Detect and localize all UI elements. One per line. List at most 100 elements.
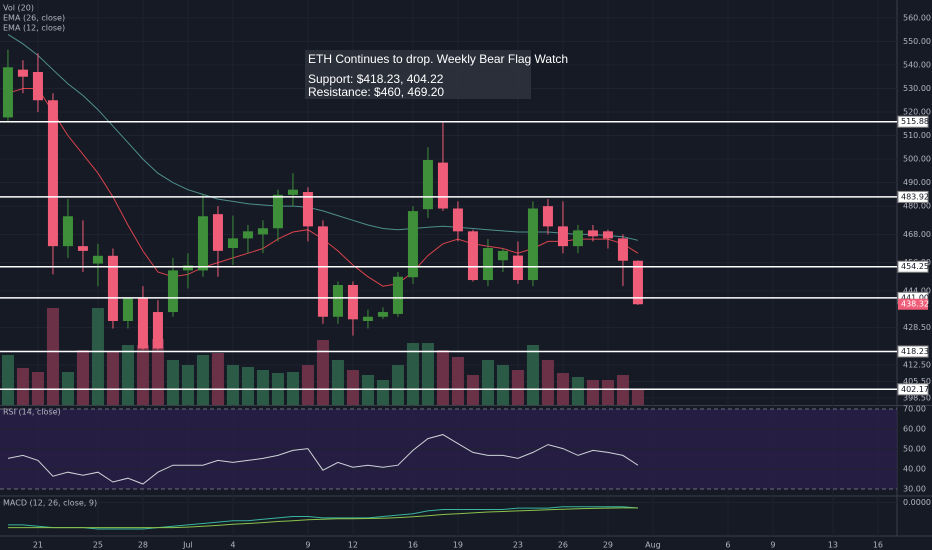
x-tick-label: Aug [645, 541, 661, 550]
x-tick-label: 16 [408, 541, 418, 550]
volume-bar [91, 308, 104, 405]
candle-body [242, 231, 253, 239]
y-tick-label: 510.00 [903, 131, 931, 140]
x-tick-label: 28 [138, 541, 148, 550]
y-tick-label: 550.00 [903, 37, 931, 46]
volume-bar [181, 365, 194, 405]
candle-body [182, 265, 193, 271]
level-label-box [897, 260, 929, 273]
volume-bar [1, 355, 14, 405]
candle-body [32, 72, 43, 101]
candle-body [212, 214, 223, 251]
last-price-label: 438.32 [901, 300, 929, 309]
volume-label: Vol (20) [3, 4, 34, 13]
volume-bar [106, 352, 119, 405]
x-tick-label: 21 [33, 541, 43, 550]
level-label: 418.23 [901, 347, 929, 356]
y-tick-label: 428.50 [903, 323, 931, 332]
volume-bar [256, 370, 269, 405]
volume-bar [496, 365, 509, 405]
y-tick-label: 500.00 [903, 155, 931, 164]
level-label: 402.17 [901, 385, 929, 394]
volume-bar [481, 360, 494, 405]
level-label-box [897, 190, 929, 203]
level-label: 483.92 [901, 192, 929, 201]
candle-body [482, 248, 493, 281]
x-tick-label: Jul [182, 541, 193, 550]
y-tick-label: 490.00 [903, 178, 931, 187]
volume-bar [541, 360, 554, 405]
x-tick-label: 9 [305, 541, 310, 550]
level-label: 454.25 [901, 262, 929, 271]
candle-body [467, 231, 478, 281]
candle-body [392, 276, 403, 314]
volume-bar [376, 380, 389, 405]
candle-body [17, 69, 28, 77]
candle-body [527, 208, 538, 281]
y-tick-label: 398.50 [903, 393, 931, 402]
level-label: 441.00 [901, 293, 929, 302]
volume-bar [526, 345, 539, 405]
volume-bar [76, 350, 89, 405]
candle-body [272, 194, 283, 229]
candle-body [317, 226, 328, 317]
annotation-title: ETH Continues to drop. Weekly Bear Flag … [308, 52, 568, 66]
volume-bar [601, 380, 614, 405]
volume-bar [406, 343, 419, 405]
candle-body [602, 231, 613, 239]
volume-bar [346, 370, 359, 405]
volume-bar [211, 353, 224, 405]
level-label-box [897, 345, 929, 358]
volume-bar [121, 345, 134, 405]
volume-bar [151, 339, 164, 405]
y-tick-label: 530.00 [903, 84, 931, 93]
candle-body [302, 192, 313, 227]
candle-body [632, 260, 643, 305]
x-tick-label: 6 [725, 541, 730, 550]
candle-body [347, 284, 358, 320]
candle-body [287, 189, 298, 195]
volume-bar [631, 390, 644, 405]
candle-body [257, 228, 268, 235]
candle-body [62, 216, 73, 247]
candle-body [152, 312, 163, 349]
y-tick-label: 480.00 [903, 202, 931, 211]
candle-body [77, 246, 88, 251]
candle-body [572, 230, 583, 247]
volume-bar [316, 340, 329, 405]
candle-body [497, 250, 508, 261]
x-tick-label: 4 [230, 541, 235, 550]
ema-label: EMA (12, close) [3, 24, 65, 33]
candle-body [452, 208, 463, 232]
annotation-line: Resistance: $460, 469.20 [308, 85, 444, 99]
x-tick-label: 29 [603, 541, 613, 550]
x-tick-label: 19 [453, 541, 463, 550]
volume-bar [46, 308, 59, 405]
volume-bar [226, 365, 239, 405]
x-tick-label: 13 [828, 541, 838, 550]
candle-body [512, 255, 523, 281]
level-label-box [897, 383, 929, 396]
level-label-box [897, 115, 929, 128]
y-tick-label: 540.00 [903, 60, 931, 69]
volume-bar [166, 360, 179, 405]
y-tick-label: 444.00 [903, 286, 931, 295]
x-tick-label: 12 [348, 541, 358, 550]
candle-body [122, 297, 133, 321]
candle-body [2, 67, 13, 118]
candle-body [587, 230, 598, 237]
volume-bar [421, 343, 434, 405]
volume-bar [196, 355, 209, 405]
volume-bar [31, 372, 44, 405]
pane-label: MACD (12, 26, close, 9) [3, 499, 97, 508]
y-tick-label: 412.50 [903, 360, 931, 369]
y-tick-label: 405.50 [903, 377, 931, 386]
y-tick-label: 70.00 [903, 405, 926, 414]
y-tick-label: 40.00 [903, 465, 926, 474]
volume-bar [331, 360, 344, 405]
y-tick-label: 468.00 [903, 230, 931, 239]
volume-bar [451, 357, 464, 405]
level-label: 515.88 [901, 117, 929, 126]
candle-body [47, 100, 58, 247]
